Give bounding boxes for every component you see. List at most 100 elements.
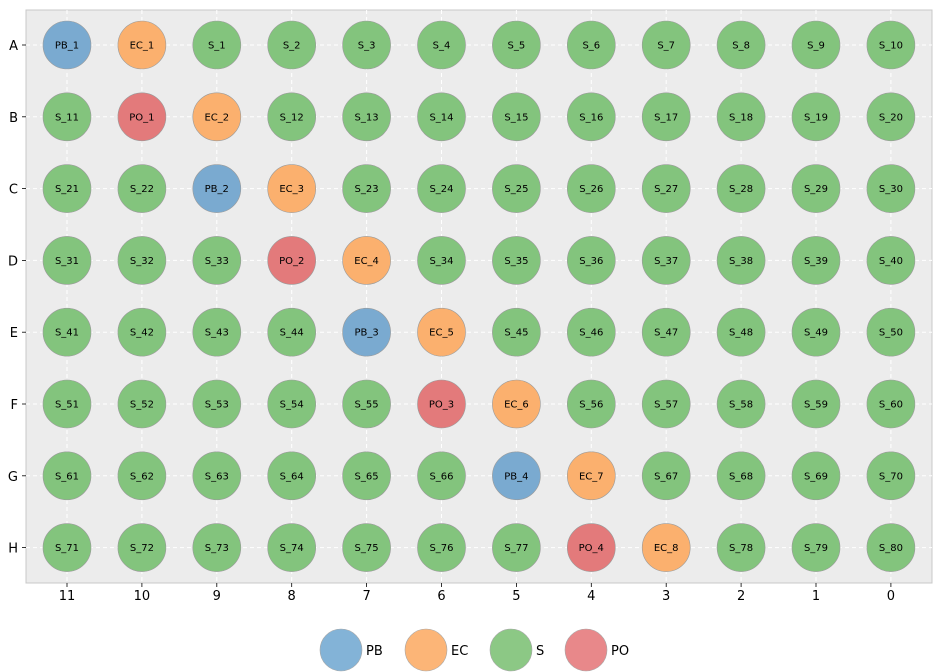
well-circle	[641, 236, 691, 285]
well: S_49	[791, 307, 841, 357]
well: EC_1	[117, 20, 167, 70]
well: S_23	[342, 164, 391, 213]
well-label: S_19	[804, 112, 828, 123]
well: S_9	[791, 20, 841, 70]
well: S_34	[417, 236, 466, 285]
well: S_65	[342, 451, 391, 501]
well-circle	[342, 379, 391, 429]
well-label: S_27	[654, 184, 678, 195]
well: S_55	[342, 379, 391, 429]
y-tick-label: B	[9, 111, 18, 126]
well-circle	[791, 523, 841, 572]
well-label: S_32	[130, 256, 154, 267]
well-label: S_4	[433, 41, 451, 52]
well-label: S_69	[804, 471, 828, 482]
well-circle	[417, 236, 466, 285]
well-label: S_55	[355, 400, 379, 411]
well: S_72	[117, 523, 167, 572]
well-label: S_26	[579, 184, 603, 195]
well-circle	[791, 92, 841, 142]
well: S_37	[641, 236, 691, 285]
well-label: PB_3	[354, 328, 378, 339]
well-circle	[342, 20, 391, 70]
well-circle	[267, 164, 317, 213]
well: S_70	[866, 451, 916, 501]
well: S_71	[42, 523, 92, 572]
well-label: S_76	[429, 543, 453, 554]
well-label: S_67	[654, 471, 678, 482]
well-circle	[117, 379, 167, 429]
well-label: S_15	[504, 112, 528, 123]
well-circle	[342, 164, 391, 213]
well-circle	[42, 379, 92, 429]
well: S_61	[42, 451, 92, 501]
y-tick-label: A	[9, 39, 18, 54]
well: EC_4	[342, 236, 391, 285]
well-label: S_12	[280, 112, 304, 123]
well-circle	[267, 20, 317, 70]
wells: PB_1 EC_1 S_1 S_2 S_3 S_4 S_5 S_6 S_7 S_8 S_9 S_10 S…	[42, 20, 916, 572]
well-label: S_74	[280, 543, 304, 554]
well: S_66	[417, 451, 466, 501]
well: PB_1	[42, 20, 92, 70]
well: EC_8	[641, 523, 691, 572]
well-circle	[267, 92, 317, 142]
well: S_79	[791, 523, 841, 572]
well: S_13	[342, 92, 391, 142]
well-label: S_7	[657, 41, 675, 52]
legend-entry: EC	[404, 628, 468, 672]
well-circle	[866, 307, 916, 357]
well-circle	[417, 164, 466, 213]
well-circle	[492, 307, 541, 357]
well: S_11	[42, 92, 92, 142]
y-tick-label: F	[11, 398, 18, 413]
well-circle	[791, 307, 841, 357]
well: S_58	[716, 379, 766, 429]
well-circle	[192, 379, 242, 429]
well-circle	[192, 20, 242, 70]
well: S_10	[866, 20, 916, 70]
well-circle	[716, 164, 766, 213]
well: S_54	[267, 379, 317, 429]
well-circle	[267, 307, 317, 357]
well-label: S_63	[205, 471, 229, 482]
well: S_14	[417, 92, 466, 142]
well: S_50	[866, 307, 916, 357]
well-label: S_80	[879, 543, 903, 554]
well-label: S_49	[804, 328, 828, 339]
legend-entry: PB	[319, 628, 383, 672]
well-label: S_64	[280, 471, 304, 482]
well-label: S_43	[205, 328, 229, 339]
well-circle	[566, 236, 616, 285]
well: S_36	[566, 236, 616, 285]
well-circle	[492, 451, 541, 501]
y-axis-ticks: A B C D E F G H	[8, 39, 26, 557]
well-label: S_38	[729, 256, 753, 267]
well-circle	[866, 379, 916, 429]
well-circle	[641, 523, 691, 572]
well-circle	[192, 164, 242, 213]
well-label: EC_3	[279, 184, 304, 195]
well-circle	[342, 523, 391, 572]
well-label: S_79	[804, 543, 828, 554]
well: S_74	[267, 523, 317, 572]
well: S_78	[716, 523, 766, 572]
y-tick-label: D	[8, 254, 18, 269]
well-circle	[117, 236, 167, 285]
x-tick-label: 10	[134, 589, 151, 604]
well-label: S_61	[55, 471, 79, 482]
well: PO_3	[417, 379, 466, 429]
well: S_51	[42, 379, 92, 429]
well-circle	[267, 523, 317, 572]
well-circle	[192, 307, 242, 357]
well-circle	[566, 164, 616, 213]
well-label: PO_4	[579, 543, 604, 554]
well: S_35	[492, 236, 541, 285]
well-circle	[492, 92, 541, 142]
well-label: S_42	[130, 328, 154, 339]
well-label: EC_1	[130, 41, 155, 52]
well: S_73	[192, 523, 242, 572]
y-tick-label: G	[8, 470, 18, 485]
well-label: S_62	[130, 471, 154, 482]
well-circle	[342, 307, 391, 357]
